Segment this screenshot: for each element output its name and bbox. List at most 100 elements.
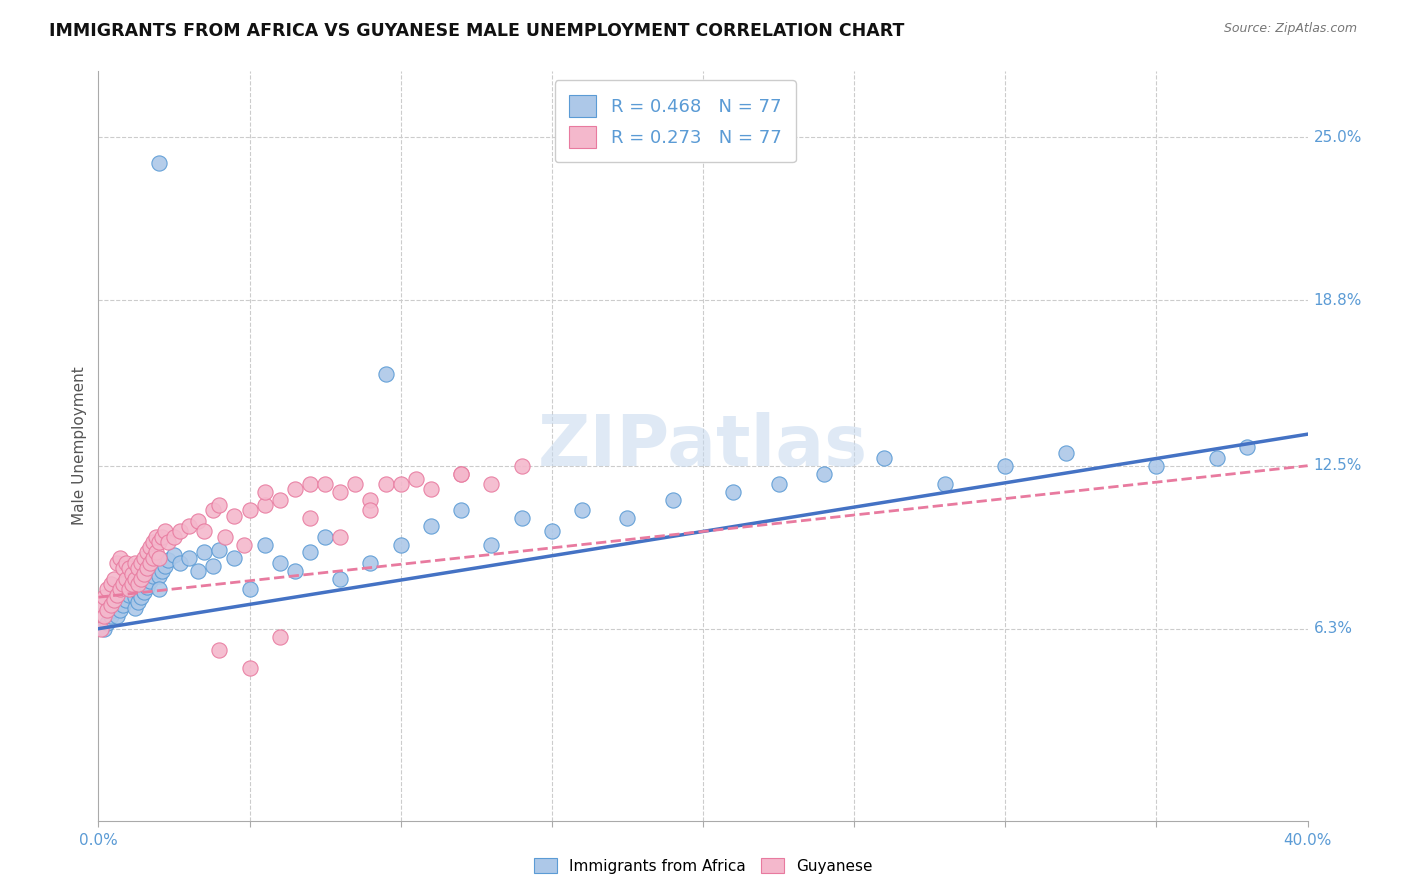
Point xyxy=(813,467,835,481)
Point xyxy=(873,450,896,465)
Point xyxy=(135,561,157,575)
Point xyxy=(108,582,131,597)
Point xyxy=(389,538,412,552)
Point xyxy=(169,556,191,570)
Point xyxy=(360,503,382,517)
Point xyxy=(127,577,149,591)
Point xyxy=(93,622,115,636)
Point xyxy=(90,622,112,636)
Point xyxy=(481,477,503,491)
Point xyxy=(540,524,562,539)
Point xyxy=(269,556,291,570)
Point xyxy=(145,553,167,567)
Point xyxy=(344,477,367,491)
Point xyxy=(96,603,118,617)
Point xyxy=(111,598,134,612)
Point xyxy=(139,556,162,570)
Point xyxy=(129,556,152,570)
Point xyxy=(450,467,472,481)
Point xyxy=(103,572,125,586)
Point xyxy=(108,592,131,607)
Point xyxy=(142,550,165,565)
Point xyxy=(121,566,143,581)
Point xyxy=(129,590,152,604)
Point xyxy=(111,561,134,575)
Legend: R = 0.468   N = 77, R = 0.273   N = 77: R = 0.468 N = 77, R = 0.273 N = 77 xyxy=(555,80,796,162)
Point xyxy=(148,582,170,597)
Point xyxy=(153,524,176,539)
Point xyxy=(114,572,136,586)
Point xyxy=(193,545,215,559)
Point xyxy=(145,545,167,559)
Point xyxy=(450,467,472,481)
Point xyxy=(768,477,790,491)
Point xyxy=(135,569,157,583)
Point xyxy=(124,572,146,586)
Point xyxy=(121,572,143,586)
Point xyxy=(616,511,638,525)
Point xyxy=(100,577,122,591)
Point xyxy=(208,498,231,512)
Point xyxy=(239,503,262,517)
Point xyxy=(374,367,396,381)
Point xyxy=(135,580,157,594)
Point xyxy=(1144,458,1167,473)
Point xyxy=(374,477,396,491)
Point xyxy=(108,550,131,565)
Point xyxy=(124,600,146,615)
Point xyxy=(114,582,136,597)
Point xyxy=(299,511,322,525)
Point xyxy=(1206,450,1229,465)
Point xyxy=(420,519,443,533)
Point xyxy=(121,577,143,591)
Point xyxy=(132,550,155,565)
Point xyxy=(129,580,152,594)
Point xyxy=(329,530,352,544)
Point xyxy=(142,558,165,573)
Point xyxy=(156,535,179,549)
Point xyxy=(148,550,170,565)
Point xyxy=(284,564,307,578)
Point xyxy=(121,582,143,597)
Point xyxy=(103,590,125,604)
Text: ZIPatlas: ZIPatlas xyxy=(538,411,868,481)
Point xyxy=(269,630,291,644)
Point xyxy=(111,588,134,602)
Point xyxy=(105,598,128,612)
Point xyxy=(124,590,146,604)
Point xyxy=(179,550,201,565)
Point xyxy=(148,156,170,170)
Point xyxy=(100,598,122,612)
Point xyxy=(132,574,155,589)
Point xyxy=(105,588,128,602)
Point xyxy=(129,572,152,586)
Point xyxy=(193,524,215,539)
Point xyxy=(187,514,209,528)
Point xyxy=(253,498,276,512)
Point xyxy=(299,477,322,491)
Point xyxy=(214,530,236,544)
Text: 25.0%: 25.0% xyxy=(1313,129,1362,145)
Point xyxy=(329,572,352,586)
Point xyxy=(96,616,118,631)
Point xyxy=(208,542,231,557)
Point xyxy=(284,483,307,497)
Point xyxy=(420,483,443,497)
Point xyxy=(723,485,745,500)
Legend: Immigrants from Africa, Guyanese: Immigrants from Africa, Guyanese xyxy=(527,852,879,880)
Point xyxy=(118,582,141,597)
Point xyxy=(103,592,125,607)
Text: 18.8%: 18.8% xyxy=(1313,293,1362,308)
Point xyxy=(142,535,165,549)
Point xyxy=(139,574,162,589)
Point xyxy=(202,503,225,517)
Point xyxy=(148,569,170,583)
Point xyxy=(239,661,262,675)
Point xyxy=(93,590,115,604)
Point xyxy=(187,564,209,578)
Point xyxy=(299,545,322,559)
Point xyxy=(105,608,128,623)
Point xyxy=(156,553,179,567)
Point xyxy=(108,603,131,617)
Point xyxy=(1236,440,1258,454)
